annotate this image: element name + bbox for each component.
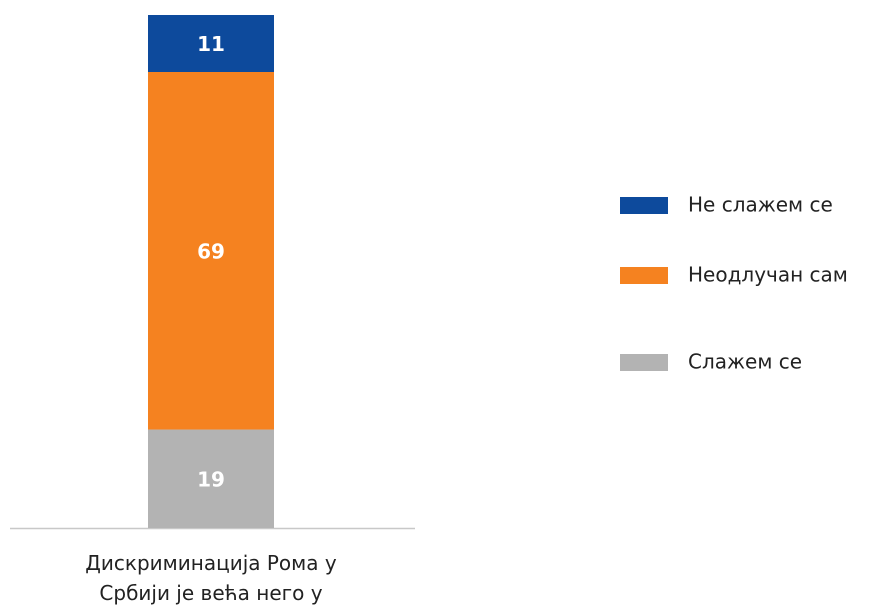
legend-label: Не слажем се <box>688 193 833 217</box>
data-label: 19 <box>197 467 225 491</box>
legend-label: Слажем се <box>688 350 802 374</box>
bar-segment <box>148 72 274 430</box>
legend-label: Неодлучан сам <box>688 263 848 287</box>
bar-segment <box>148 429 274 528</box>
data-label: 69 <box>197 239 225 263</box>
legend-swatch <box>620 267 668 284</box>
bar-segment <box>148 15 274 72</box>
legend-swatch <box>620 197 668 214</box>
x-tick-label: Дискриминација Рома у Србији је већа нег… <box>85 551 337 605</box>
data-label: 11 <box>197 32 225 56</box>
legend-swatch <box>620 354 668 371</box>
